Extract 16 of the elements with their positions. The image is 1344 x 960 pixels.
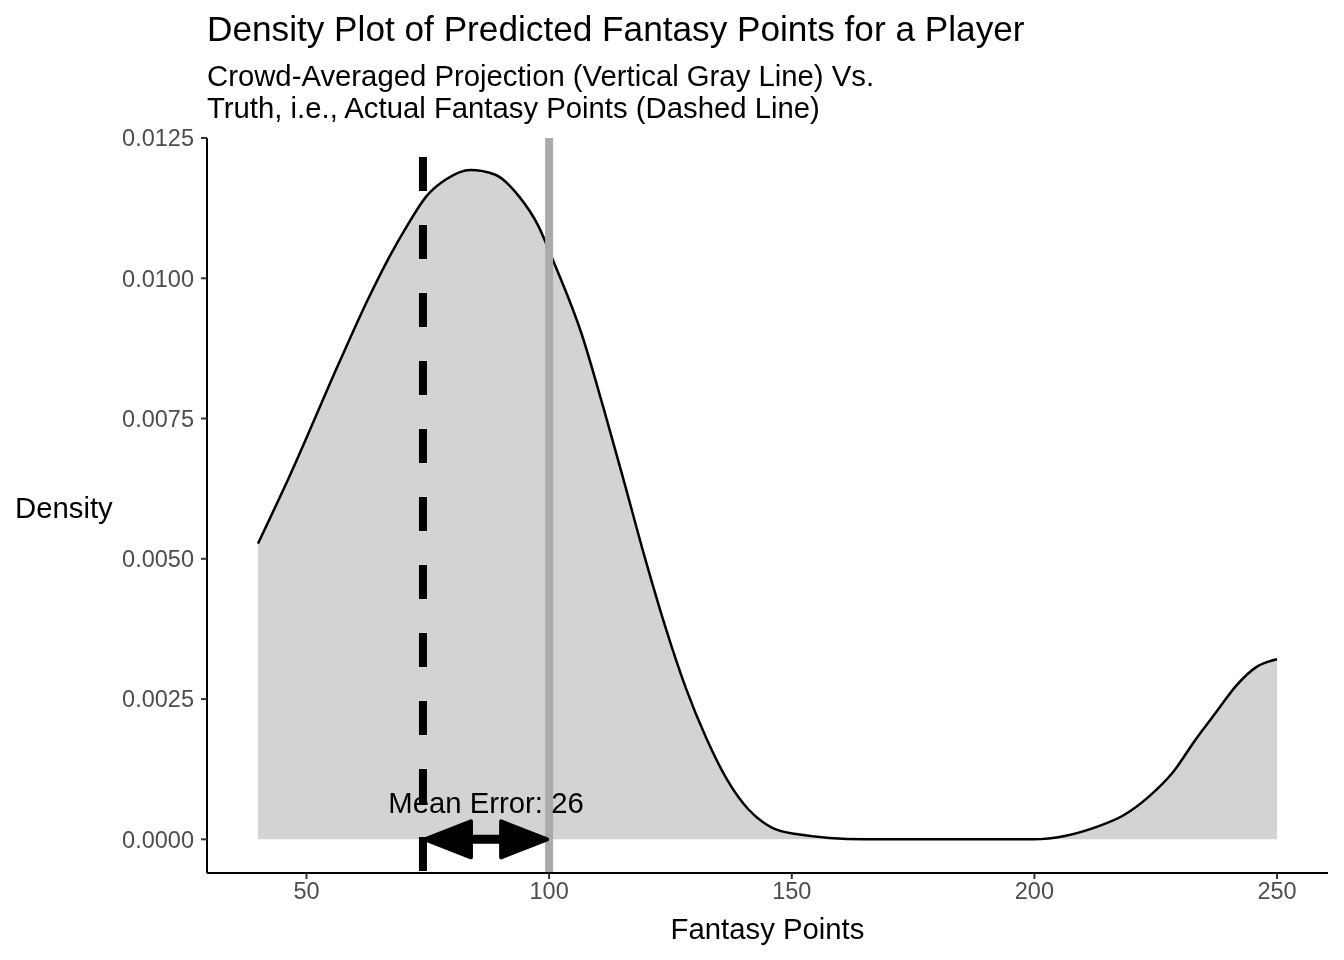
y-tick-label: 0.0100 <box>122 265 194 292</box>
y-tick-label: 0.0000 <box>122 826 194 853</box>
y-axis-title: Density <box>15 491 113 524</box>
x-tick-label: 100 <box>529 877 569 904</box>
x-axis-title: Fantasy Points <box>669 912 866 945</box>
y-tick-label: 0.0025 <box>122 686 194 713</box>
x-tick-label: 200 <box>1014 877 1055 904</box>
x-tick-label: 250 <box>1257 877 1297 904</box>
annotation: Mean Error: 26 <box>388 785 584 819</box>
chart-subtitle: Crowd-Averaged Projection (Vertical Gray Line) Vs. Truth, i.e., Actual Fantasy Points (Dashed Line) <box>207 59 875 124</box>
x-tick-label: 150 <box>772 877 812 904</box>
x-tick-label: 50 <box>293 877 320 904</box>
chart-title: Density Plot of Predicted Fantasy Points for a Player <box>207 9 1025 48</box>
y-tick-label: 0.0050 <box>122 546 194 573</box>
y-tick-label: 0.0125 <box>122 125 194 152</box>
y-tick-label: 0.0075 <box>122 405 194 432</box>
